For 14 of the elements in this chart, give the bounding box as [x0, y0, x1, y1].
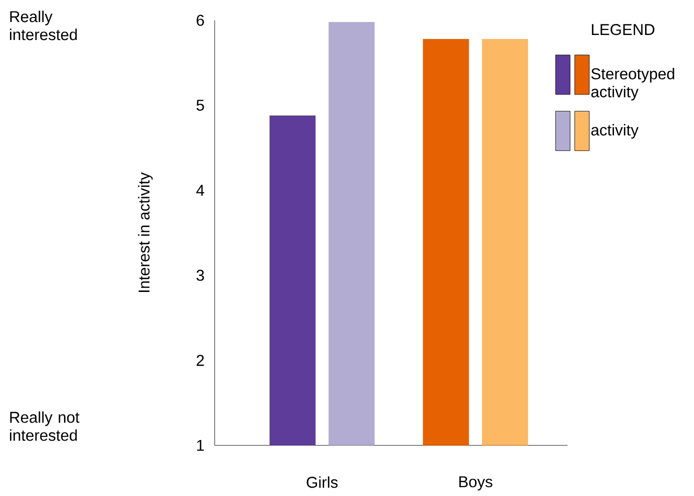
y-tick-label: 5 [196, 100, 204, 111]
text: activity [591, 124, 639, 139]
legend-title: LEGEND [592, 24, 654, 36]
x-tick-label: Boys [459, 476, 492, 491]
y-axis-title: Interest in activity [138, 172, 153, 292]
y-tick-label: 1 [197, 440, 204, 451]
text: Really not interested [10, 412, 80, 442]
y-tick-label: 6 [196, 14, 204, 26]
x-tick-label: Girls [306, 476, 338, 488]
text: Really interested [10, 10, 77, 40]
y-tick-label: 2 [196, 355, 204, 366]
y-tick-label: 4 [196, 185, 204, 196]
y-tick-label: 3 [196, 270, 204, 282]
text: Stereotyped activity [591, 68, 674, 101]
